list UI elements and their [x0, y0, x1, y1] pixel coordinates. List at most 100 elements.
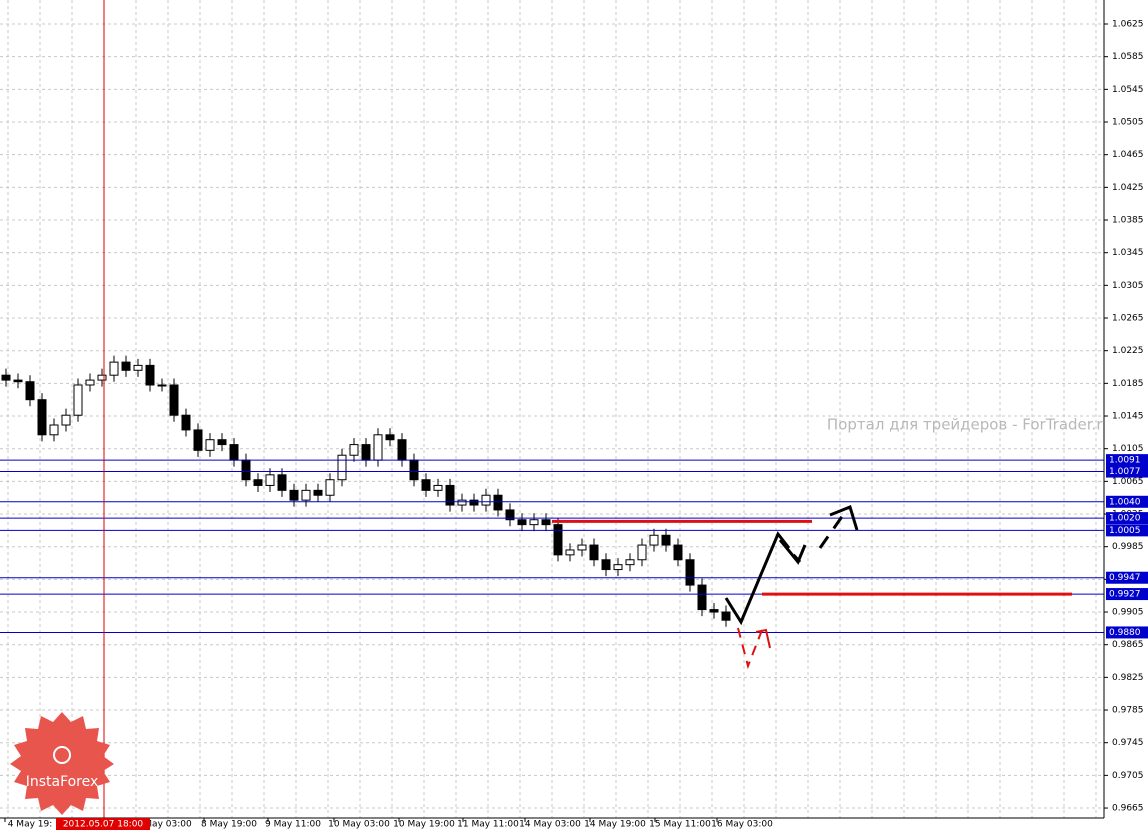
candle-body — [589, 544, 599, 561]
candle-body — [169, 384, 179, 416]
candle-body — [13, 379, 23, 383]
x-tick-label: 15 May 11:00 — [649, 820, 711, 830]
y-tick-label: 1.0265 — [1112, 314, 1144, 324]
candles — [0, 355, 1104, 633]
candle-body — [529, 519, 539, 526]
x-tick-label: 4 May 19: — [8, 820, 53, 830]
candle-body — [157, 384, 167, 387]
candle-body — [457, 499, 467, 506]
y-tick-label: 0.9825 — [1112, 673, 1144, 683]
candle-body — [385, 434, 395, 441]
candle-body — [349, 444, 359, 456]
y-tick-label: 1.0385 — [1112, 216, 1144, 226]
logo: InstaForex — [10, 712, 114, 815]
level-label: 0.9947 — [1109, 573, 1141, 583]
candle-body — [685, 559, 695, 586]
y-tick-label: 1.0625 — [1112, 20, 1144, 30]
candle-body — [181, 414, 191, 431]
candle-body — [433, 484, 443, 491]
x-tick-label: 9 May 11:00 — [265, 820, 321, 830]
candle-body — [265, 474, 275, 486]
candle-body — [541, 519, 551, 526]
x-tick-label: 10 May 03:00 — [328, 820, 390, 830]
level-label-bg — [1106, 626, 1148, 639]
y-tick-label: 1.0065 — [1112, 477, 1144, 487]
candle-body — [313, 489, 323, 496]
candle-body — [601, 559, 611, 571]
y-tick-label: 0.9865 — [1112, 640, 1144, 650]
candle-body — [565, 549, 575, 556]
candle-body — [697, 584, 707, 611]
candle-body — [253, 479, 263, 486]
y-tick-label: 1.0425 — [1112, 183, 1144, 193]
y-tick-label: 1.0105 — [1112, 444, 1144, 454]
y-tick-label: 1.0225 — [1112, 346, 1144, 356]
candle-body — [133, 364, 143, 371]
cursor-label: 2012.05.07 18:00 — [63, 820, 144, 830]
candle-body — [301, 489, 311, 501]
candle-body — [37, 399, 47, 436]
y-tick-label: 1.0545 — [1112, 85, 1144, 95]
candle-body — [217, 439, 227, 446]
level-label-bg — [1106, 571, 1148, 584]
y-tick-label: 0.9745 — [1112, 738, 1144, 748]
y-tick-label: 1.0465 — [1112, 150, 1144, 160]
grid — [0, 0, 1104, 818]
x-tick-label: 14 May 03:00 — [519, 820, 581, 830]
y-tick-label: 1.0585 — [1112, 52, 1144, 62]
candle-body — [1, 374, 11, 381]
candle-body — [109, 361, 119, 376]
candle-body — [25, 381, 35, 401]
candle-body — [481, 494, 491, 506]
level-label-bg — [1106, 465, 1148, 478]
y-tick-label: 0.9985 — [1112, 542, 1144, 552]
axis-labels: 1.0625 1.0585 1.0545 1.0505 1.0465 1.0425 1.03… — [4, 20, 1148, 830]
candle-body — [121, 361, 131, 371]
forecast-arrows — [724, 505, 859, 670]
x-tick-label: May 03:00 — [144, 820, 192, 830]
candle-body — [397, 439, 407, 461]
candle-body — [145, 364, 155, 386]
candle-body — [361, 444, 371, 461]
level-label: 0.9880 — [1109, 628, 1141, 638]
candle-body — [73, 384, 83, 416]
logo-text: InstaForex — [26, 774, 99, 790]
candle-body — [721, 611, 731, 621]
candle-body — [337, 454, 347, 481]
candle-body — [445, 484, 455, 506]
candle-body — [373, 434, 383, 461]
level-label-bg — [1106, 524, 1148, 537]
y-tick-label: 0.9705 — [1112, 771, 1144, 781]
x-tick-label: 14 May 19:00 — [584, 820, 646, 830]
x-tick-label: 11 May 11:00 — [457, 820, 519, 830]
candle-body — [505, 509, 515, 521]
price-axis-bg — [1104, 0, 1148, 830]
y-tick-label: 1.0305 — [1112, 281, 1144, 291]
candle-body — [85, 379, 95, 386]
candle-body — [553, 524, 563, 556]
candle-body — [625, 559, 635, 566]
candle-body — [325, 479, 335, 496]
level-label: 0.9927 — [1109, 590, 1141, 600]
level-label-bg — [1106, 495, 1148, 508]
candle-body — [205, 439, 215, 451]
y-tick-label: 0.9785 — [1112, 706, 1144, 716]
y-tick-label: 1.0185 — [1112, 379, 1144, 389]
level-label-bg — [1106, 588, 1148, 601]
candle-body — [277, 474, 287, 491]
candle-body — [637, 544, 647, 561]
candle-body — [193, 429, 203, 451]
candle-body — [613, 564, 623, 571]
candle-body — [493, 494, 503, 511]
candle-body — [649, 534, 659, 546]
candle-body — [673, 544, 683, 561]
level-label: 1.0005 — [1109, 526, 1141, 536]
y-tick-label: 1.0345 — [1112, 248, 1144, 258]
candle-body — [97, 374, 107, 381]
candle-body — [229, 444, 239, 461]
y-tick-label: 0.9905 — [1112, 608, 1144, 618]
x-tick-label: 16 May 03:00 — [711, 820, 773, 830]
candle-body — [421, 479, 431, 491]
